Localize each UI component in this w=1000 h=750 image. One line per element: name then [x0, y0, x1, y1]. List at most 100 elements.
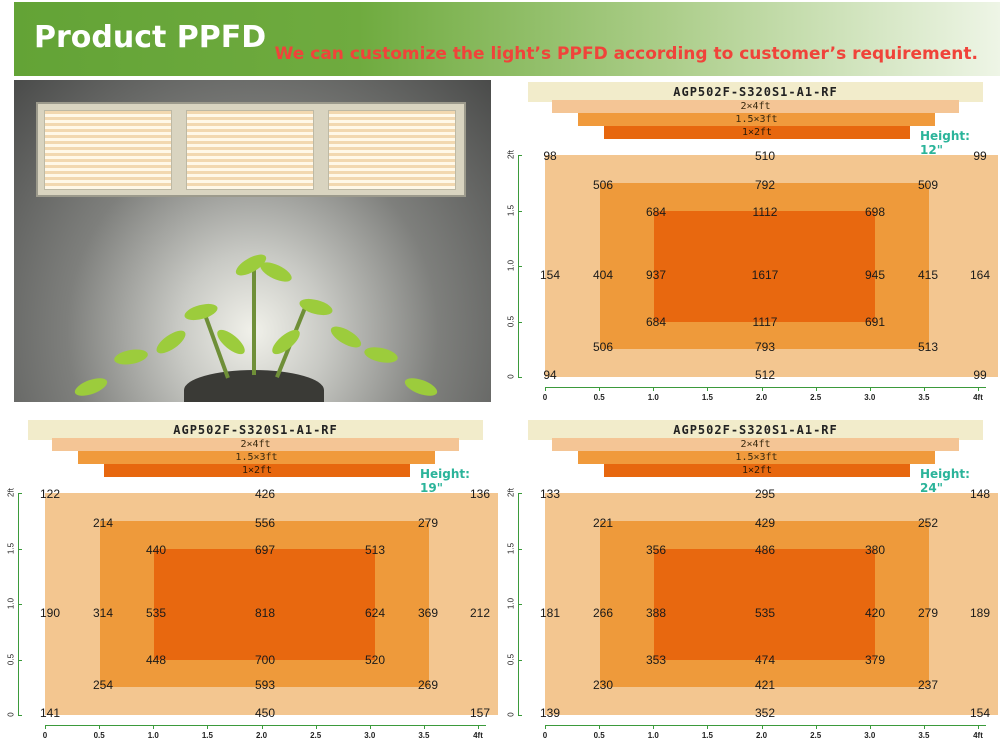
- x-tick-label: 2.0: [755, 731, 768, 740]
- ppfd-value: 684: [645, 205, 667, 219]
- ppfd-value: 189: [969, 606, 991, 620]
- x-tick: [923, 387, 925, 391]
- ppfd-value: 356: [645, 543, 667, 557]
- ppfd-value: 420: [864, 606, 886, 620]
- leaf-icon: [182, 300, 220, 324]
- bar-1x2: 1×2ft: [604, 126, 910, 139]
- x-tick-label: 4ft: [973, 393, 983, 402]
- x-tick: [978, 387, 979, 391]
- x-tick-label: 3.0: [364, 731, 376, 740]
- ppfd-value: 691: [864, 315, 886, 329]
- x-tick: [315, 725, 317, 729]
- height-label: Height: 24": [920, 467, 970, 495]
- ppfd-value: 513: [364, 543, 386, 557]
- ppfd-value: 698: [864, 205, 886, 219]
- x-tick-label: 3.0: [864, 731, 876, 740]
- x-tick-label: 0: [542, 731, 548, 740]
- ppfd-value: 139: [539, 706, 561, 720]
- led-board-icon: [328, 110, 456, 190]
- bar-1-5x3: 1.5×3ft: [578, 451, 935, 464]
- y-tick-label: 0.5: [6, 653, 16, 665]
- y-tick: [518, 266, 522, 267]
- leaf-icon: [113, 347, 149, 367]
- x-tick-label: 0.5: [93, 731, 105, 740]
- x-tick-label: 4ft: [973, 731, 983, 740]
- x-tick-label: 2.5: [810, 731, 822, 740]
- bar-1x2: 1×2ft: [104, 464, 410, 477]
- y-tick-label: 2ft: [6, 488, 16, 497]
- x-tick-label: 3.0: [864, 393, 876, 402]
- x-axis: [545, 725, 986, 726]
- ppfd-value: 230: [592, 678, 614, 692]
- ppfd-value: 700: [254, 653, 276, 667]
- light-fixture-icon: [36, 102, 466, 197]
- ppfd-value: 94: [543, 368, 557, 382]
- ppfd-value: 252: [917, 516, 939, 530]
- y-tick-label: 1.0: [6, 597, 16, 610]
- ppfd-value: 474: [754, 653, 776, 667]
- y-tick-label: 2ft: [506, 150, 516, 159]
- x-tick-label: 2.0: [255, 731, 268, 740]
- y-tick: [518, 155, 522, 156]
- ppfd-value: 535: [754, 606, 776, 620]
- bar-2x4: 2×4ft: [52, 438, 459, 451]
- x-tick-label: 0.5: [593, 731, 605, 740]
- ppfd-value: 506: [592, 178, 614, 192]
- ppfd-value: 513: [917, 340, 939, 354]
- ppfd-value: 697: [254, 543, 276, 557]
- ppfd-value: 157: [469, 706, 491, 720]
- ppfd-value: 388: [645, 606, 667, 620]
- x-axis: [45, 725, 486, 726]
- page-title: Product PPFD: [34, 20, 267, 55]
- ppfd-value: 818: [254, 606, 276, 620]
- ppfd-value: 122: [39, 487, 61, 501]
- height-label: Height: 12": [920, 129, 970, 157]
- zone-1x2: [654, 211, 875, 322]
- x-tick: [369, 725, 371, 729]
- x-tick: [545, 387, 546, 391]
- ppfd-value: 369: [417, 606, 439, 620]
- model-name: AGP502F-S320S1-A1-RF: [28, 420, 483, 440]
- y-tick-label: 0: [506, 374, 516, 379]
- y-tick: [518, 604, 522, 605]
- y-tick: [518, 548, 522, 550]
- x-tick: [423, 725, 425, 729]
- ppfd-value: 154: [539, 268, 561, 282]
- bar-1-5x3: 1.5×3ft: [78, 451, 435, 464]
- x-tick-label: 3.5: [418, 731, 430, 740]
- y-tick-label: 2ft: [506, 488, 516, 497]
- x-tick: [545, 725, 546, 729]
- ppfd-value: 181: [539, 606, 561, 620]
- ppfd-value: 510: [754, 149, 776, 163]
- x-tick: [153, 725, 155, 729]
- ppfd-value: 593: [254, 678, 276, 692]
- ppfd-value: 221: [592, 516, 614, 530]
- x-axis: [545, 387, 986, 388]
- ppfd-value: 415: [917, 268, 939, 282]
- x-tick-label: 4ft: [473, 731, 483, 740]
- plant-stem-icon: [252, 260, 256, 375]
- ppfd-value: 556: [254, 516, 276, 530]
- ppfd-value: 624: [364, 606, 386, 620]
- x-tick: [599, 387, 601, 391]
- x-tick-label: 2.5: [810, 393, 822, 402]
- zone-1x2: [154, 549, 375, 660]
- ppfd-value: 154: [969, 706, 991, 720]
- y-tick: [518, 715, 522, 716]
- ppfd-value: 1112: [752, 205, 778, 219]
- ppfd-value: 509: [917, 178, 939, 192]
- zone-1x2: [654, 549, 875, 660]
- ppfd-value: 190: [39, 606, 61, 620]
- model-name: AGP502F-S320S1-A1-RF: [528, 82, 983, 102]
- x-tick: [869, 725, 871, 729]
- leaf-icon: [153, 326, 189, 358]
- ppfd-value: 279: [417, 516, 439, 530]
- x-tick: [761, 725, 763, 729]
- x-tick: [261, 725, 263, 729]
- ppfd-value: 379: [864, 653, 886, 667]
- y-tick: [18, 715, 22, 716]
- ppfd-value: 440: [145, 543, 167, 557]
- x-tick: [869, 387, 871, 391]
- x-tick: [707, 725, 709, 729]
- ppfd-value: 450: [254, 706, 276, 720]
